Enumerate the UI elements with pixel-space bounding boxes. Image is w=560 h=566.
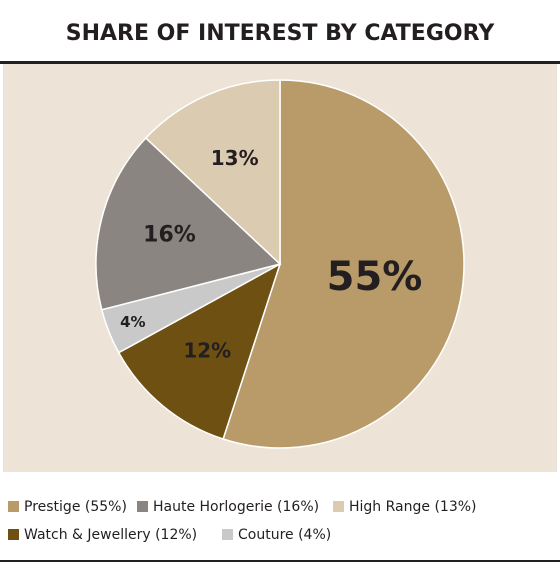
data-label: 4% <box>120 313 145 331</box>
pie-slice <box>144 79 281 266</box>
data-label: 12% <box>183 338 231 362</box>
legend-label: Watch & Jewellery (12%) <box>24 527 197 543</box>
pie-slice <box>117 262 282 440</box>
pie-slice <box>95 136 282 311</box>
legend-swatch <box>8 529 19 540</box>
legend-swatch <box>8 501 19 512</box>
legend-label: Couture (4%) <box>238 527 331 543</box>
legend-label: Haute Horlogerie (16%) <box>153 499 319 515</box>
data-label: 13% <box>211 146 259 170</box>
title-rule <box>0 61 560 64</box>
legend-swatch <box>222 529 233 540</box>
pie-slice <box>222 79 465 449</box>
bottom-rule <box>0 560 560 562</box>
chart-title: SHARE OF INTEREST BY CATEGORY <box>66 21 496 46</box>
legend-swatch <box>333 501 344 512</box>
legend-label: High Range (13%) <box>349 499 477 515</box>
legend-swatch <box>137 501 148 512</box>
data-label: 16% <box>143 223 196 248</box>
legend-label: Prestige (55%) <box>24 499 127 515</box>
data-label: 55% <box>327 254 423 300</box>
